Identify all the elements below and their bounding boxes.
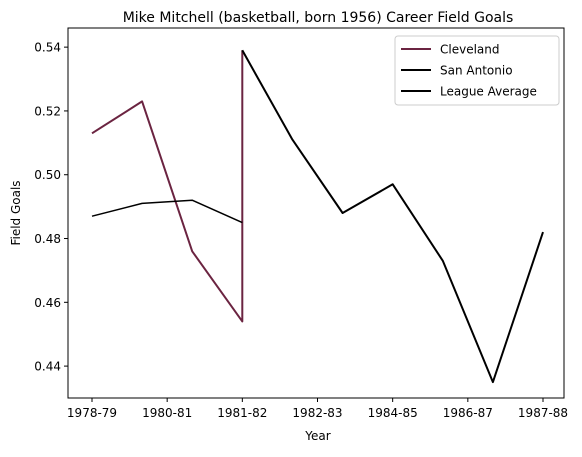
chart-title: Mike Mitchell (basketball, born 1956) Ca… [123, 10, 514, 26]
x-tick-label: 1981-82 [217, 406, 267, 420]
legend-label-cleveland: Cleveland [440, 43, 500, 57]
x-tick-label: 1980-81 [142, 406, 192, 420]
y-axis-label: Field Goals [9, 180, 23, 245]
series-line-2 [91, 199, 243, 224]
x-tick-label: 1978-79 [67, 406, 117, 420]
y-tick-label: 0.44 [34, 360, 61, 374]
y-tick-label: 0.54 [34, 41, 61, 55]
legend-label-san-antonio: San Antonio [440, 64, 513, 78]
legend: Cleveland San Antonio League Average [394, 35, 560, 106]
series-layer [91, 49, 544, 384]
y-tick-label: 0.52 [34, 104, 61, 118]
legend-box [394, 35, 560, 106]
x-tick-label: 1982-83 [292, 406, 342, 420]
y-tick-label: 0.46 [34, 296, 61, 310]
y-axis-ticks: 0.44 0.46 0.48 0.50 0.52 0.54 [34, 41, 68, 374]
x-axis-ticks: 1978-79 1980-81 1981-82 1982-83 1984-85 1986-… [67, 398, 568, 420]
series-line-1 [241, 49, 544, 384]
legend-label-league-average: League Average [440, 85, 537, 99]
y-tick-label: 0.48 [34, 232, 61, 246]
series-line-0 [91, 50, 244, 323]
x-axis-label: Year [304, 429, 330, 443]
x-tick-label: 1986-87 [443, 406, 493, 420]
x-tick-label: 1984-85 [368, 406, 418, 420]
y-tick-label: 0.50 [34, 168, 61, 182]
x-tick-label: 1987-88 [518, 406, 568, 420]
